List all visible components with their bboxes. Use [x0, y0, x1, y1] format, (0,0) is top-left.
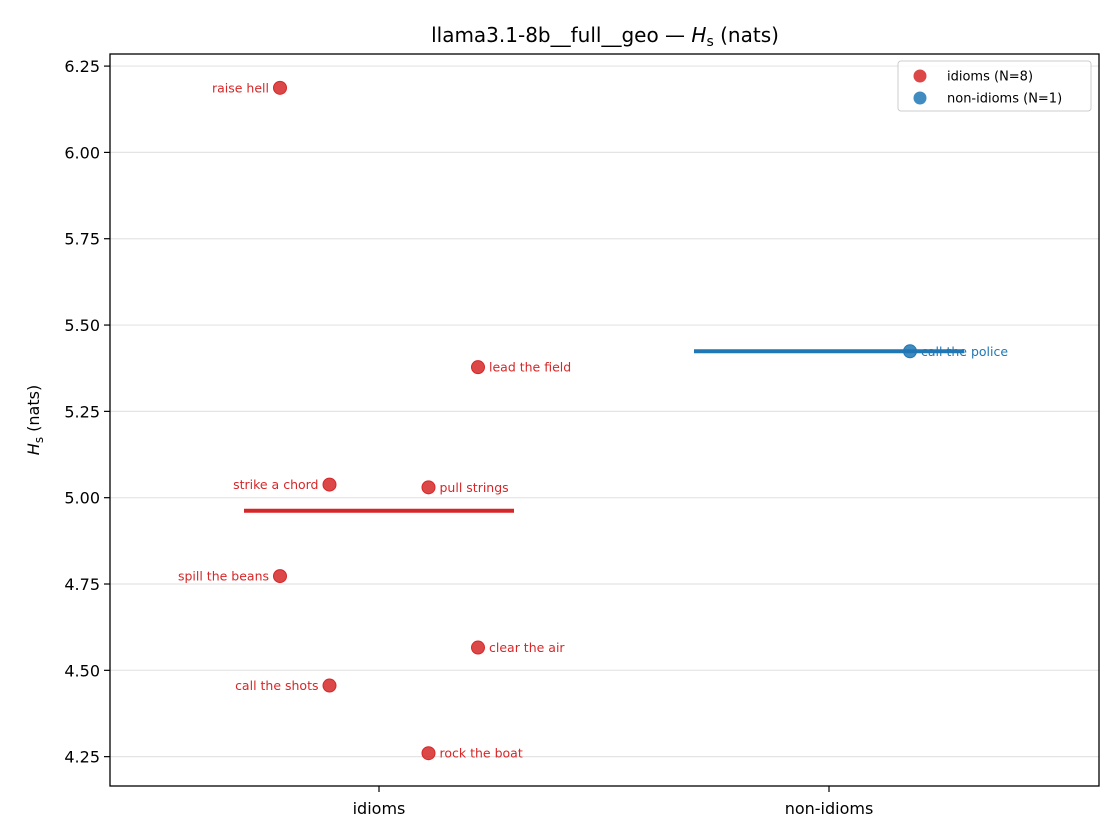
- point-label: pull strings: [440, 480, 509, 495]
- data-point: [421, 746, 436, 761]
- axes: 4.25 4.50 4.75 5.00 5.25 5.50 5.75 6.00 6.25 idio…: [64, 53, 1100, 818]
- data-point: [273, 80, 287, 95]
- legend-marker: [913, 91, 927, 105]
- point-label: lead the field: [489, 360, 571, 375]
- data-points: raise hell lead the field strike a chord pu…: [178, 80, 1008, 760]
- y-tick-label: 5.75: [64, 230, 100, 249]
- y-tick-label: 4.50: [64, 661, 100, 680]
- x-tick-label: idioms: [353, 799, 406, 818]
- mean-lines: [244, 349, 964, 513]
- y-tick-label: 5.00: [64, 489, 100, 508]
- data-point: [273, 569, 287, 584]
- point-label: clear the air: [489, 640, 565, 655]
- y-tick-label: 6.00: [64, 143, 100, 162]
- point-label: rock the boat: [440, 746, 523, 761]
- grid-lines: [110, 65, 1099, 758]
- data-point: [471, 640, 485, 655]
- point-label: raise hell: [212, 80, 269, 95]
- y-tick-label: 6.25: [64, 57, 100, 76]
- y-tick-label: 5.25: [64, 402, 100, 421]
- point-label: call the police: [921, 344, 1008, 359]
- data-point: [471, 360, 485, 375]
- legend-marker: [913, 69, 927, 83]
- legend: idioms (N=8) non-idioms (N=1): [897, 60, 1092, 112]
- y-tick-label: 5.50: [64, 316, 100, 335]
- data-point: [903, 344, 917, 359]
- legend-box: [897, 60, 1092, 112]
- data-point: [322, 678, 337, 693]
- y-axis-label: Hs (nats): [24, 385, 46, 455]
- y-tick-label: 4.25: [64, 748, 100, 767]
- point-label: call the shots: [235, 678, 318, 693]
- x-tick-label: non-idioms: [785, 799, 874, 818]
- point-label: strike a chord: [233, 477, 318, 492]
- plot-frame: [109, 53, 1100, 787]
- legend-entry: idioms (N=8): [947, 70, 1033, 85]
- point-label: spill the beans: [178, 569, 269, 584]
- data-point: [421, 480, 436, 495]
- legend-entry: non-idioms (N=1): [947, 92, 1062, 107]
- data-point: [322, 477, 337, 492]
- chart-title: llama3.1-8b__full__geo — Hs (nats): [431, 23, 779, 50]
- y-tick-label: 4.75: [64, 575, 100, 594]
